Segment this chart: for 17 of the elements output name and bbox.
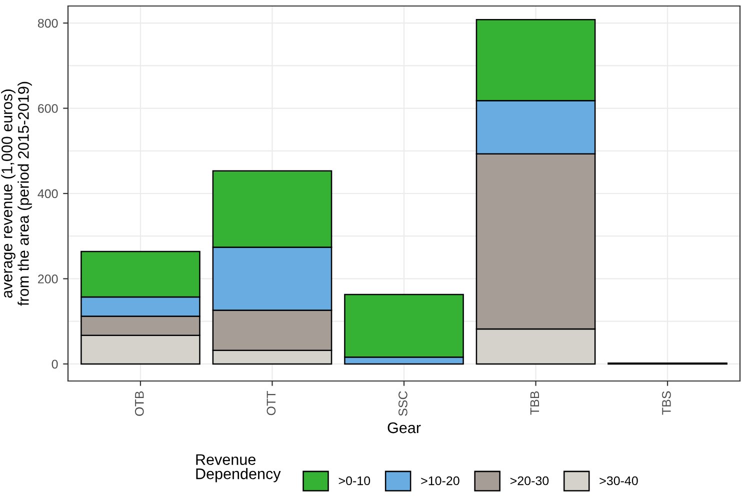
- legend-label: >0-10: [338, 476, 370, 486]
- x-tick-label: SSC: [398, 391, 408, 416]
- y-axis-title: average revenue (1,000 euros) from the area (period 2015-2019): [1, 82, 32, 306]
- legend-label: >30-40: [600, 476, 638, 486]
- legend-label: >10-20: [421, 476, 460, 486]
- y-tick-label: 0: [52, 360, 58, 369]
- x-tick-label: OTT: [266, 391, 276, 416]
- x-tick-label: TBS: [662, 391, 671, 415]
- y-tick-label: 600: [38, 104, 58, 113]
- x-axis-title: Gear: [388, 422, 421, 434]
- legend-label: >20-30: [510, 476, 549, 486]
- x-tick-label: OTB: [134, 391, 144, 416]
- y-tick-label: 200: [38, 274, 58, 284]
- legend-title: Revenue Dependency: [196, 454, 281, 482]
- y-tick-label: 800: [38, 18, 58, 28]
- x-tick-label: TBB: [530, 391, 539, 415]
- y-tick-label: 400: [38, 189, 58, 198]
